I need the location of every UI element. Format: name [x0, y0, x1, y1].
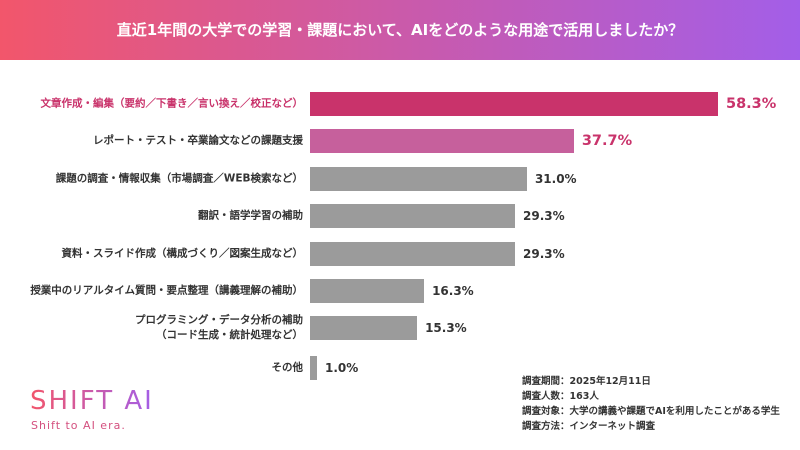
- note-line: 調査人数：163人: [522, 391, 599, 402]
- value-label: 58.3%: [726, 96, 777, 112]
- category-label: 授業中のリアルタイム質問・要点整理（講義理解の補助）: [30, 284, 303, 297]
- note-line: 調査対象：大学の講義や課題でAIを利用したことがある学生: [522, 406, 780, 417]
- category-label: プログラミング・データ分析の補助 （コード生成・統計処理など）: [135, 314, 303, 342]
- category-label: 課題の調査・情報収集（市場調査／WEB検索など）: [55, 172, 303, 185]
- note-line: 調査期間：2025年12月11日: [522, 376, 651, 387]
- value-label: 29.3%: [523, 246, 565, 261]
- bar: [310, 355, 317, 380]
- category-label: 翻訳・語学学習の補助: [198, 209, 303, 222]
- logo: SHIFT AI: [30, 386, 154, 416]
- category-label: その他: [271, 361, 304, 374]
- chart-title: 直近1年間の大学での学習・課題において、AIをどのような用途で活用しましたか？: [116, 21, 684, 39]
- value-label: 1.0%: [324, 360, 359, 375]
- bar: [310, 129, 574, 154]
- value-label: 16.3%: [432, 284, 474, 298]
- bar: [310, 316, 418, 341]
- value-label: 15.3%: [425, 321, 467, 336]
- category-label: 文章作成・編集（要約／下書き／言い換え／校正など）: [40, 97, 304, 110]
- category-label: 資料・スライド作成（構成づくり／図案生成など）: [61, 247, 304, 260]
- logo-tagline: Shift to AI era.: [31, 419, 126, 432]
- value-label: 31.0%: [534, 171, 577, 186]
- bar: [310, 166, 527, 191]
- bar: [310, 241, 516, 266]
- bar: [310, 92, 718, 116]
- category-label: レポート・テスト・卒業論文などの課題支援: [93, 134, 303, 147]
- value-label: 37.7%: [581, 133, 633, 150]
- note-line: 調査方法：インターネット調査: [522, 421, 656, 432]
- header-band: [0, 0, 800, 60]
- bar: [310, 279, 425, 303]
- survey-notes: 調査期間：2025年12月11日 調査人数：163人調査対象：大学の講義や課題でA…: [522, 374, 780, 434]
- bar: [310, 204, 516, 229]
- value-label: 29.3%: [523, 209, 565, 224]
